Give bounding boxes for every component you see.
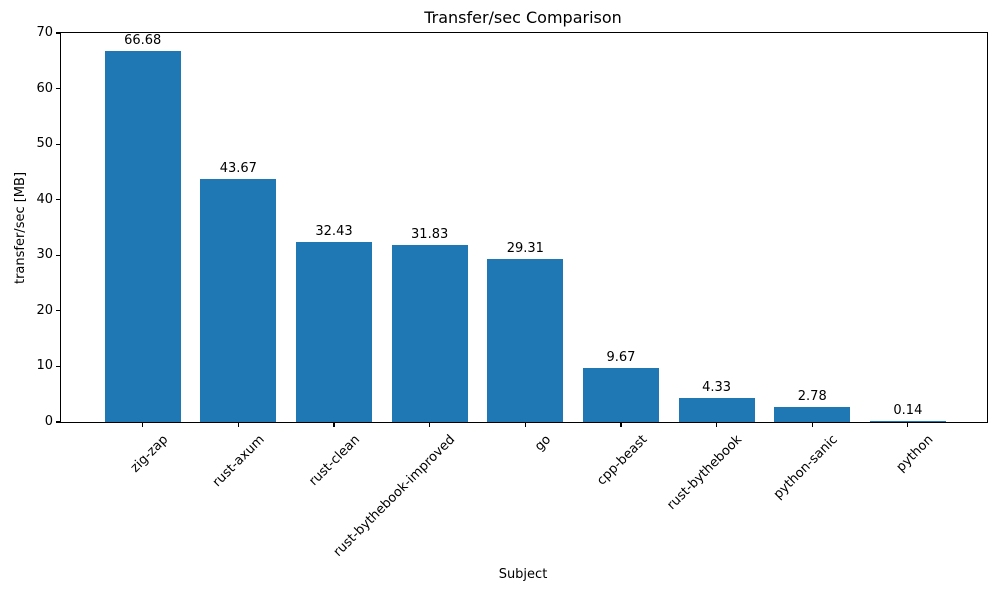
y-tick-label: 60 [36, 80, 53, 96]
bar-python [869, 421, 946, 422]
bar-go [487, 259, 564, 422]
bar-value-label: 9.67 [606, 350, 636, 366]
x-tick-mark [142, 423, 144, 427]
x-tick-mark [333, 423, 335, 427]
bar-value-label: 4.33 [702, 379, 732, 395]
y-tick-mark [55, 421, 60, 423]
x-tick-mark [811, 423, 813, 427]
chart-title: Transfer/sec Comparison [424, 8, 622, 27]
plot-area: 66.68 zig-zap 43.67 rust-axum 32.43 rust-clea… [36, 26, 988, 560]
x-tick-label: python [894, 432, 937, 476]
bar-value-label: 31.83 [411, 227, 449, 243]
y-tick-label: 20 [36, 302, 53, 318]
bar-value-label: 29.31 [506, 241, 544, 257]
x-tick-mark [237, 423, 239, 427]
bar-value-label: 0.14 [893, 403, 923, 418]
x-axis-label: Subject [498, 567, 548, 582]
x-tick-mark [716, 423, 718, 427]
bar-value-label: 32.43 [315, 223, 353, 239]
bar-rust-axum [200, 179, 277, 422]
x-tick-mark [620, 423, 622, 427]
y-tick-mark [55, 143, 60, 145]
bar-rust-bythebook-improved [391, 245, 468, 422]
y-tick-mark [55, 87, 60, 90]
y-tick-label: 50 [36, 136, 53, 152]
x-tick-label: python-sanic [771, 432, 842, 503]
bar-zig-zap [104, 51, 181, 422]
bar-value-label: 66.68 [124, 33, 162, 49]
x-tick-label: cpp-beast [593, 432, 650, 489]
y-tick-label: 10 [36, 358, 53, 374]
y-tick-mark [55, 365, 60, 368]
y-tick-label: 30 [36, 247, 53, 263]
x-tick-label: rust-bythebook [664, 432, 746, 513]
x-tick-label: go [532, 432, 555, 455]
bar-python-sanic [774, 406, 851, 422]
y-tick-label: 40 [36, 191, 53, 207]
x-tick-mark [524, 423, 526, 427]
x-tick-label: rust-clean [306, 432, 363, 489]
bar-rust-bythebook [678, 397, 755, 422]
y-axis-label: transfer/sec [MB] [13, 171, 28, 285]
y-tick-mark [55, 254, 60, 256]
bar-rust-clean [296, 241, 372, 422]
y-tick-label: 0 [44, 414, 53, 429]
y-tick-mark [55, 32, 60, 34]
x-tick-label: zig-zap [128, 432, 172, 476]
bar-value-label: 2.78 [797, 388, 827, 404]
y-tick-label: 70 [36, 25, 53, 40]
x-tick-label: rust-axum [209, 432, 268, 491]
y-tick-mark [55, 310, 60, 312]
x-tick-mark [429, 423, 431, 427]
bar-cpp-beast [582, 368, 659, 422]
bar-value-label: 43.67 [219, 161, 257, 177]
x-tick-mark [907, 423, 909, 427]
y-tick-mark [55, 199, 60, 201]
